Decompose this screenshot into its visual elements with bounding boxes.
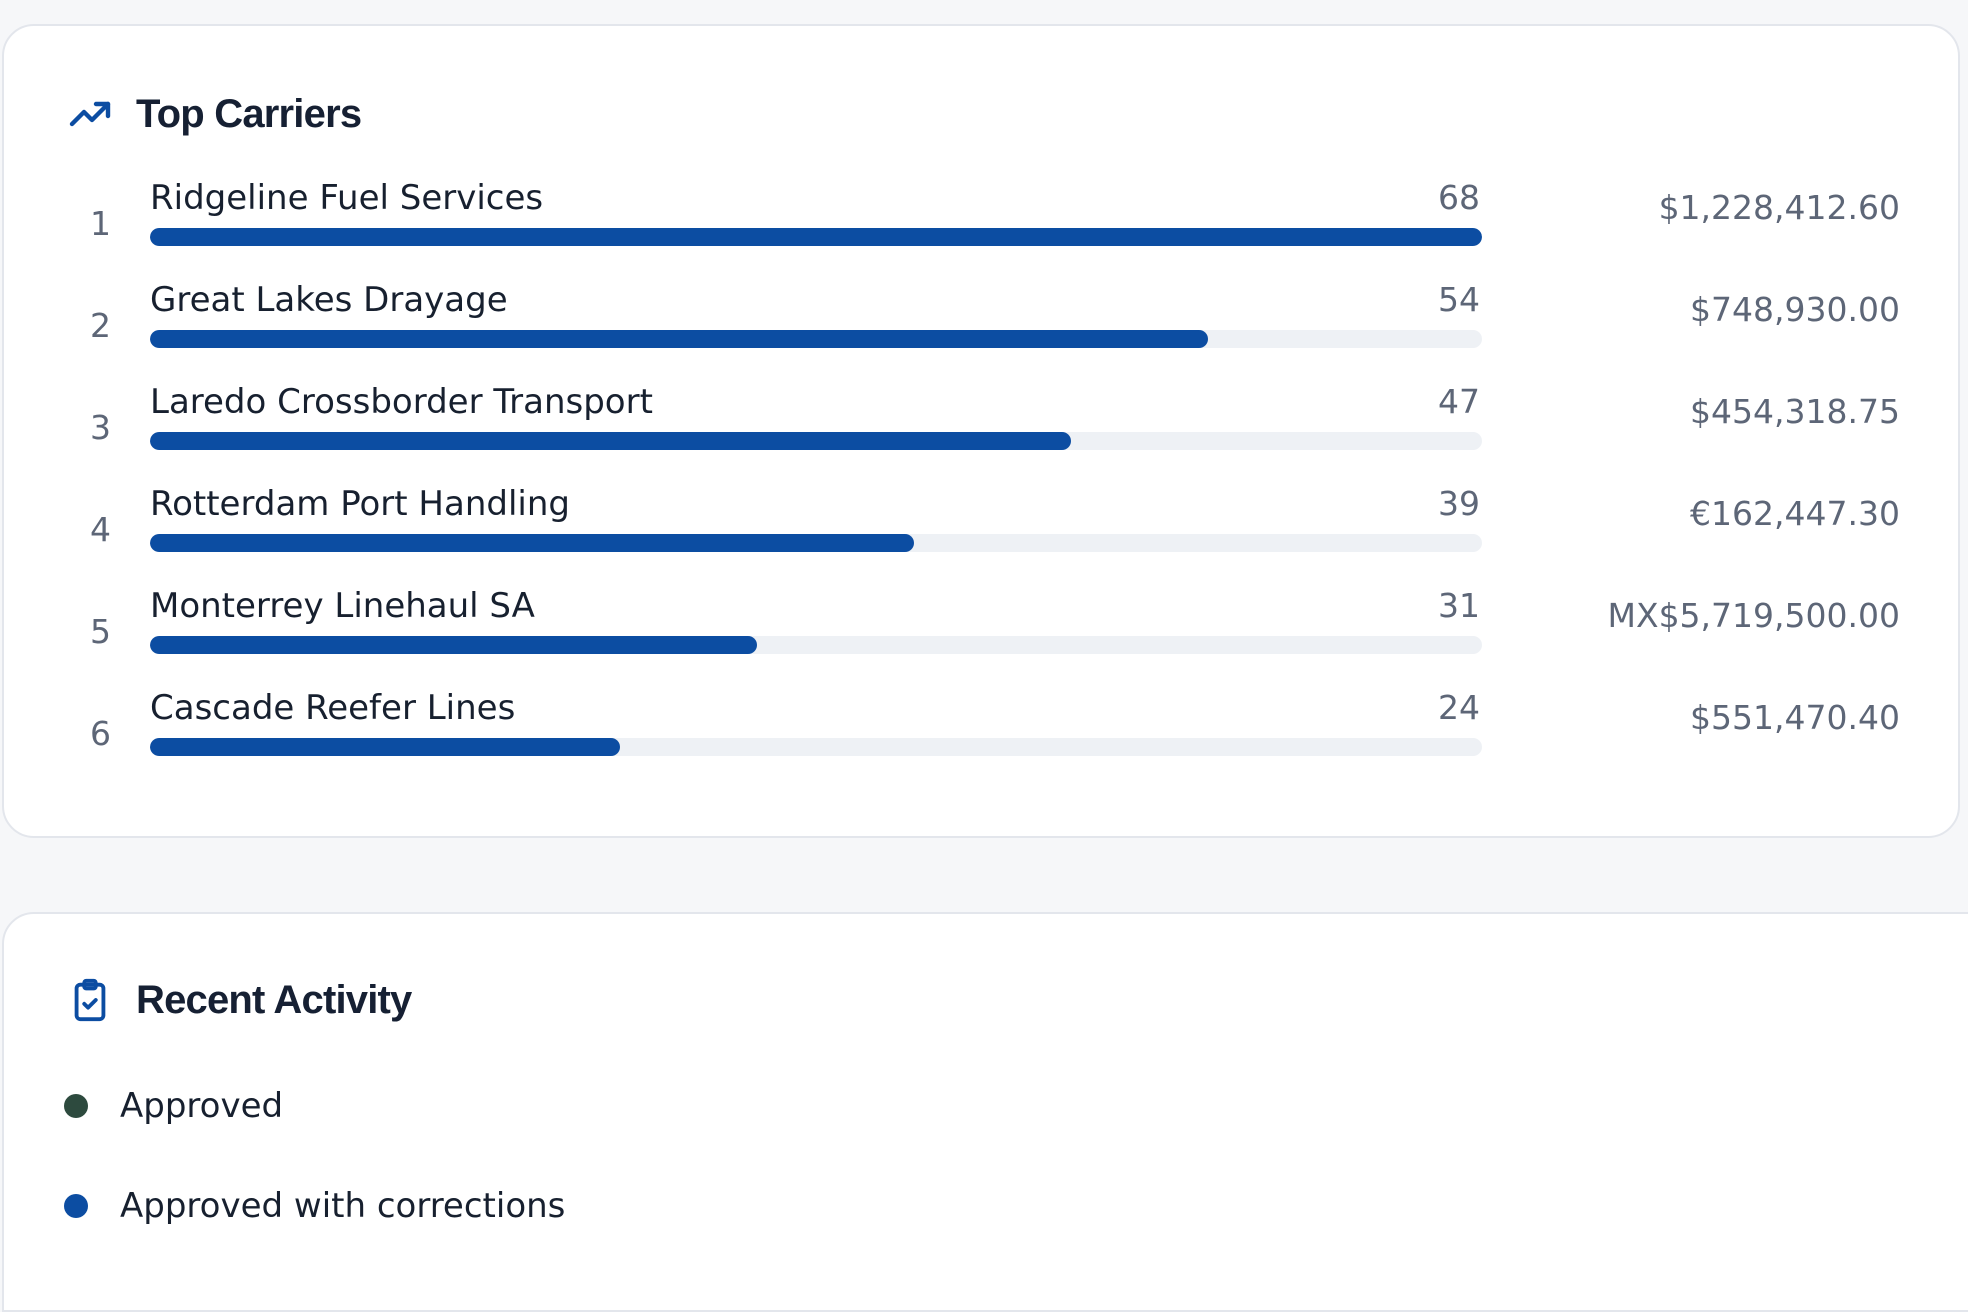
carrier-rank: 6: [90, 714, 111, 753]
carrier-name: Great Lakes Drayage: [150, 280, 508, 320]
carrier-bar-track: [150, 636, 1482, 654]
recent-activity-card: Recent Activity Approved Approved with co…: [2, 912, 1968, 1312]
activity-item[interactable]: Approved: [64, 1086, 283, 1126]
carrier-bar-track: [150, 228, 1482, 246]
carrier-count: 39: [1438, 484, 1480, 523]
carrier-count: 31: [1438, 586, 1480, 625]
activity-item[interactable]: Approved with corrections: [64, 1186, 565, 1226]
carrier-count: 47: [1438, 382, 1480, 421]
trending-up-icon: [64, 88, 116, 140]
carrier-count: 24: [1438, 688, 1480, 727]
activity-label: Approved: [120, 1086, 284, 1126]
clipboard-check-icon: [64, 974, 116, 1026]
carrier-bar-fill: [150, 330, 1208, 348]
recent-activity-title: Recent Activity: [136, 977, 412, 1022]
carrier-name: Laredo Crossborder Transport: [150, 382, 653, 422]
carrier-amount: $748,930.00: [1690, 290, 1900, 329]
carrier-row[interactable]: 2 Great Lakes Drayage 54 $748,930.00: [4, 280, 1958, 382]
carrier-rank: 3: [90, 408, 111, 447]
carrier-bar-fill: [150, 534, 914, 552]
carrier-row[interactable]: 5 Monterrey Linehaul SA 31 MX$5,719,500.00: [4, 586, 1958, 688]
carrier-name: Ridgeline Fuel Services: [150, 178, 544, 218]
carrier-count: 54: [1438, 280, 1480, 319]
carrier-name: Cascade Reefer Lines: [150, 688, 516, 728]
carrier-amount: €162,447.30: [1690, 494, 1900, 533]
carrier-amount: $1,228,412.60: [1658, 188, 1900, 227]
carrier-bar-track: [150, 432, 1482, 450]
carrier-bar-track: [150, 534, 1482, 552]
carrier-row[interactable]: 6 Cascade Reefer Lines 24 $551,470.40: [4, 688, 1958, 790]
recent-activity-header: Recent Activity: [64, 974, 412, 1026]
status-dot: [64, 1094, 88, 1118]
carrier-rank: 5: [90, 612, 111, 651]
carrier-bar-track: [150, 330, 1482, 348]
status-dot: [64, 1194, 88, 1218]
carrier-bar-fill: [150, 636, 758, 654]
carrier-bar-fill: [150, 228, 1482, 246]
carrier-row[interactable]: 4 Rotterdam Port Handling 39 €162,447.30: [4, 484, 1958, 586]
carrier-bar-fill: [150, 432, 1071, 450]
carrier-rank: 1: [90, 204, 111, 243]
carrier-count: 68: [1438, 178, 1480, 217]
carrier-amount: $454,318.75: [1690, 392, 1900, 431]
carrier-amount: MX$5,719,500.00: [1607, 596, 1900, 635]
carrier-rank: 4: [90, 510, 111, 549]
carrier-row[interactable]: 1 Ridgeline Fuel Services 68 $1,228,412.60: [4, 178, 1958, 280]
top-carriers-title: Top Carriers: [136, 91, 362, 136]
carrier-bar-fill: [150, 738, 621, 756]
carrier-amount: $551,470.40: [1690, 698, 1900, 737]
carrier-row[interactable]: 3 Laredo Crossborder Transport 47 $454,318.…: [4, 382, 1958, 484]
top-carriers-card: Top Carriers 1 Ridgeline Fuel Services 68 $…: [2, 24, 1960, 838]
carrier-name: Monterrey Linehaul SA: [150, 586, 535, 626]
carrier-bar-track: [150, 738, 1482, 756]
carrier-rank: 2: [90, 306, 111, 345]
top-carriers-header: Top Carriers: [64, 88, 362, 140]
carrier-name: Rotterdam Port Handling: [150, 484, 570, 524]
activity-label: Approved with corrections: [120, 1186, 566, 1226]
